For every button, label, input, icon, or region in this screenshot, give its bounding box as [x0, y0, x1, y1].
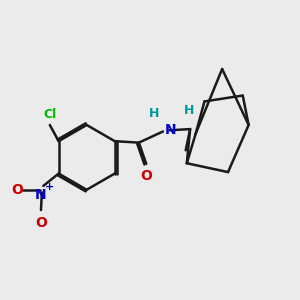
Text: O: O: [140, 169, 152, 183]
Text: N: N: [164, 123, 176, 137]
Text: H: H: [149, 107, 159, 120]
Text: H: H: [184, 104, 194, 117]
Text: N: N: [35, 188, 47, 202]
Text: Cl: Cl: [43, 108, 56, 122]
Text: +: +: [45, 182, 54, 191]
Text: O: O: [11, 183, 23, 197]
Text: O: O: [35, 216, 47, 230]
